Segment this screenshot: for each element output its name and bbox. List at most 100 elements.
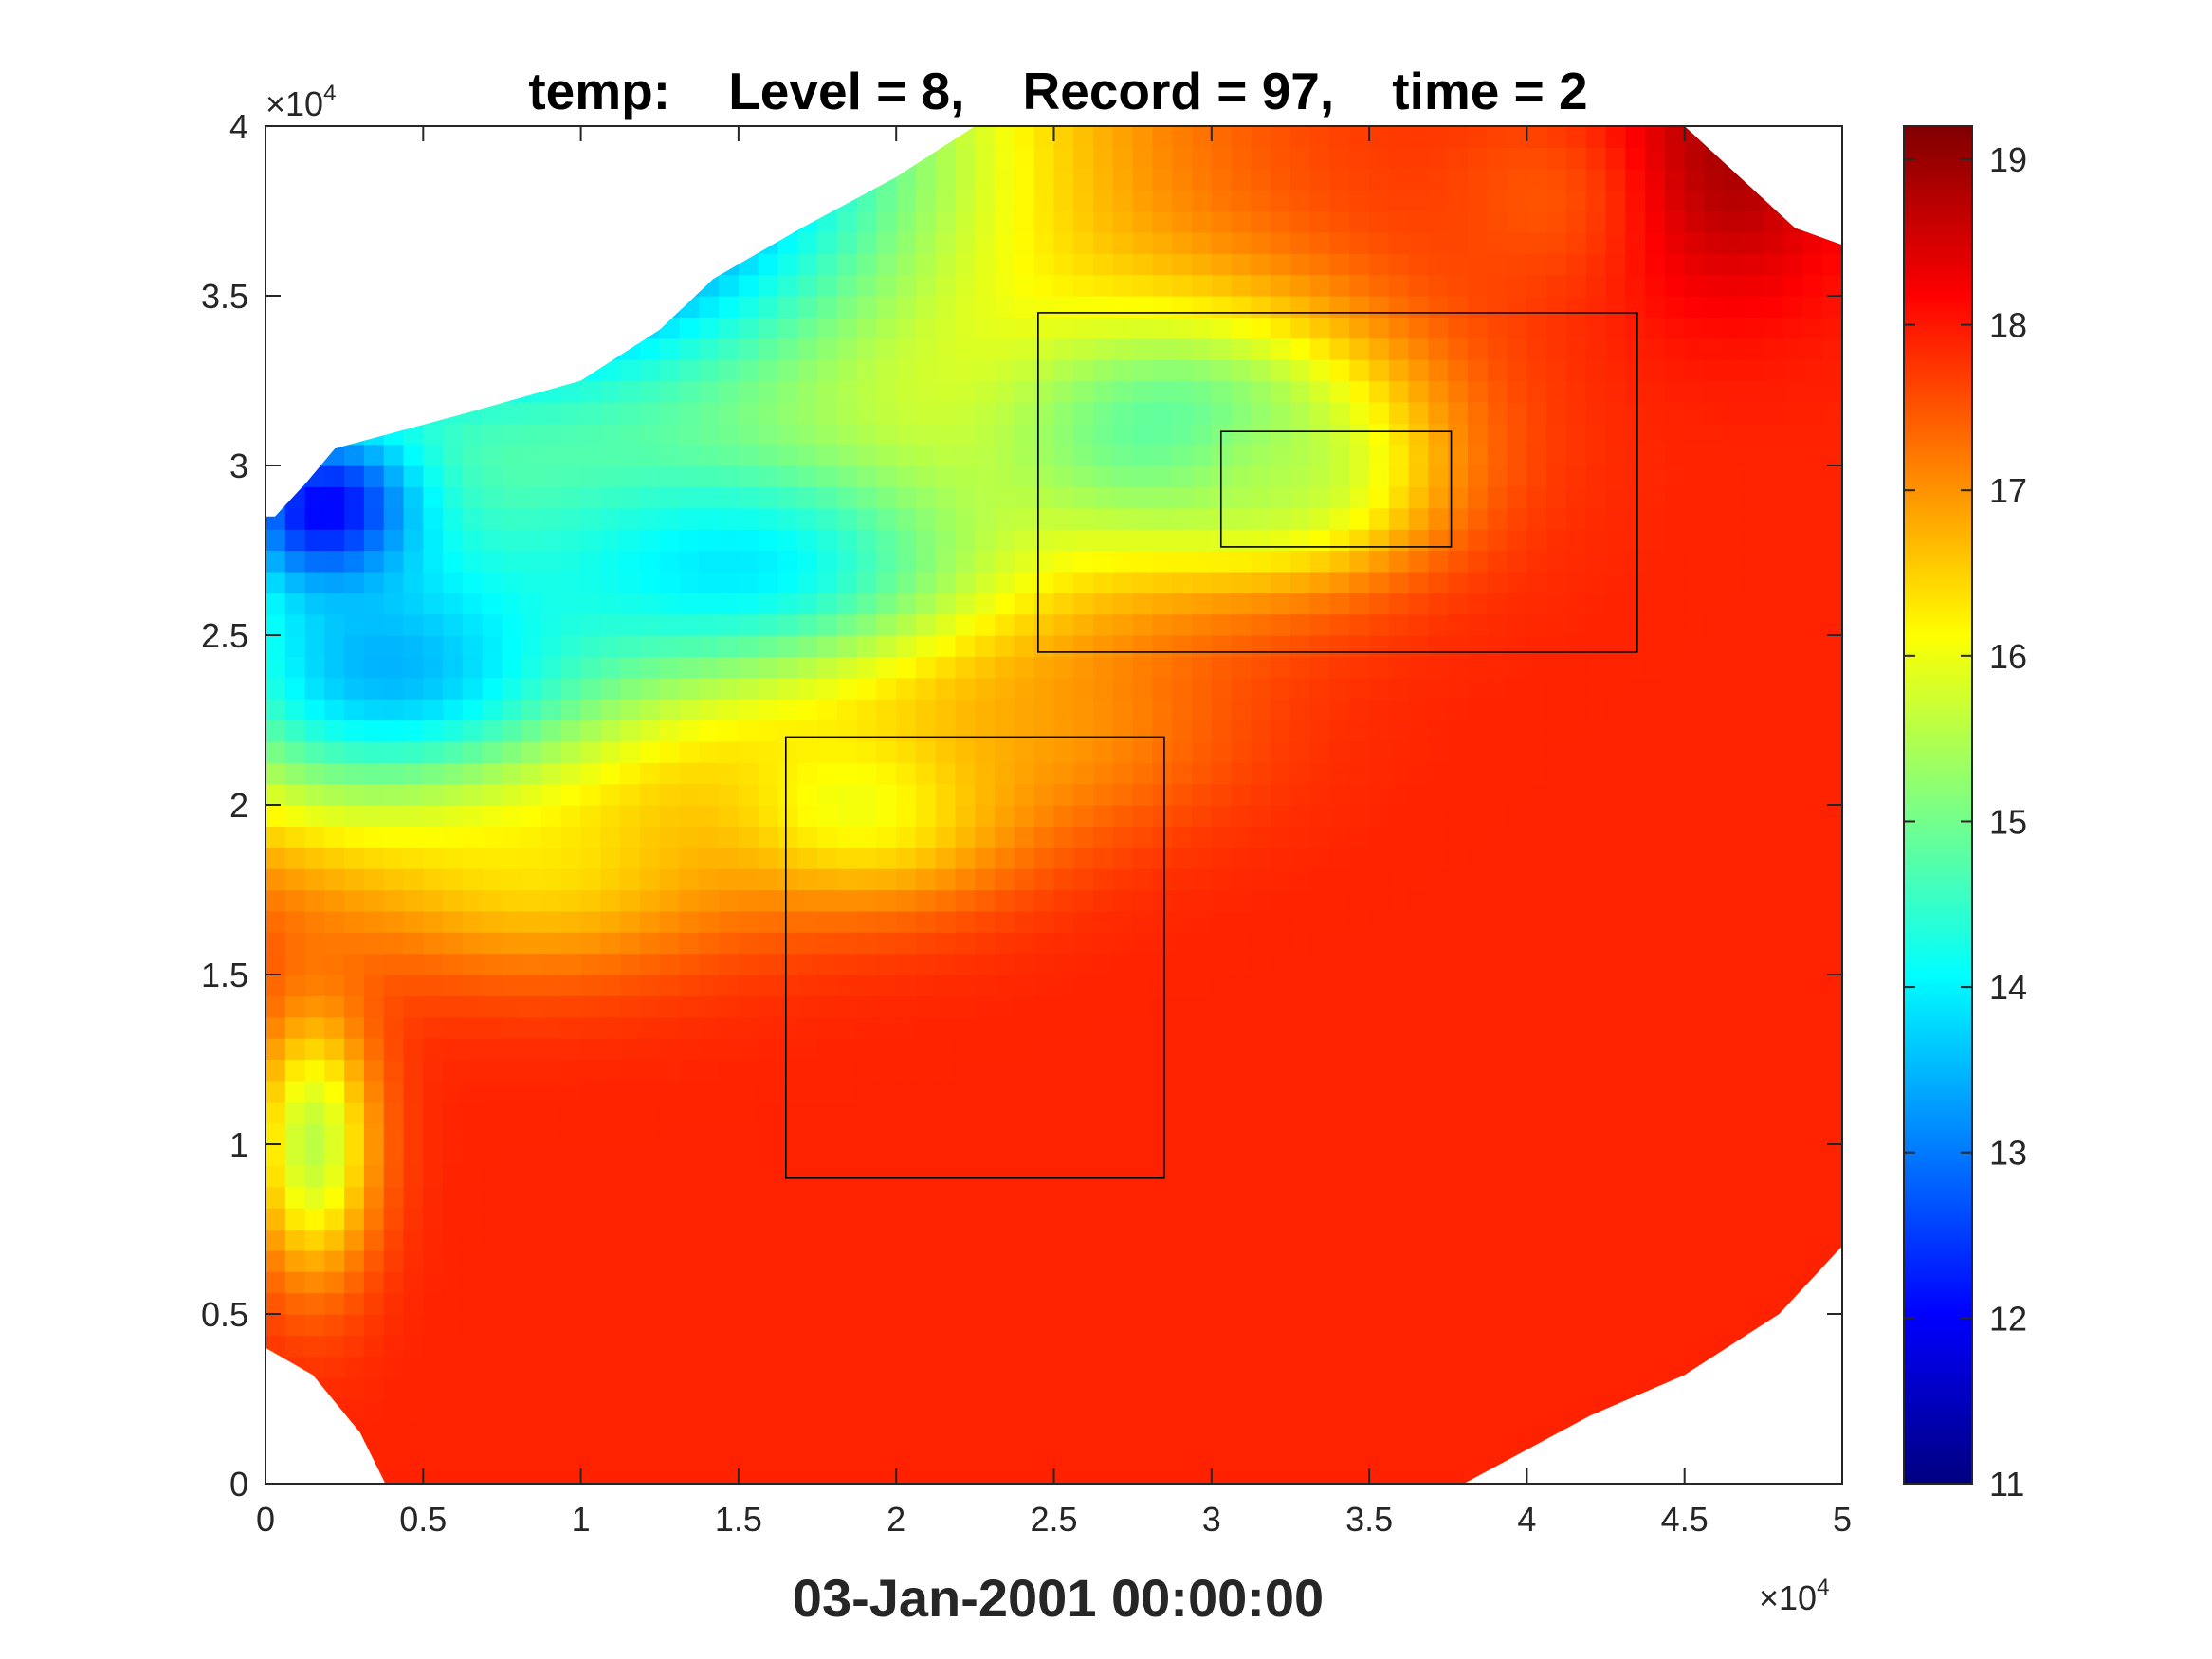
heatmap-cell (521, 1016, 542, 1039)
heatmap-cell (265, 953, 286, 975)
heatmap-cell (856, 1377, 878, 1400)
heatmap-cell (265, 805, 286, 827)
heatmap-cell (304, 507, 325, 530)
heatmap-cell (1684, 1335, 1706, 1358)
heatmap-cell (1704, 847, 1725, 869)
heatmap-cell (1565, 210, 1587, 233)
heatmap-cell (1152, 1441, 1173, 1464)
heatmap-cell (344, 932, 365, 955)
heatmap-cell (1526, 805, 1547, 827)
heatmap-cell (856, 635, 878, 657)
heatmap-cell (896, 465, 917, 487)
heatmap-cell (462, 805, 484, 827)
heatmap-cell (639, 699, 661, 721)
heatmap-cell (1172, 1271, 1193, 1294)
heatmap-cell (265, 1186, 286, 1209)
heatmap-cell (1744, 1208, 1764, 1231)
heatmap-cell (955, 444, 976, 466)
heatmap-cell (738, 507, 759, 530)
heatmap-cell (975, 253, 996, 276)
heatmap-cell (1152, 444, 1173, 466)
heatmap-cell (324, 805, 345, 827)
heatmap-cell (1053, 1229, 1074, 1251)
heatmap-cell (482, 1102, 503, 1124)
heatmap-cell (344, 1102, 365, 1124)
heatmap-cell (1565, 550, 1587, 573)
heatmap-cell (1014, 1186, 1035, 1209)
heatmap-cell (876, 1249, 897, 1272)
heatmap-cell (1093, 337, 1114, 360)
heatmap-cell (896, 444, 917, 466)
heatmap-cell (265, 995, 286, 1018)
heatmap-cell (896, 910, 917, 933)
heatmap-cell (1289, 635, 1311, 657)
heatmap-cell (1744, 444, 1764, 466)
heatmap-cell (1132, 889, 1154, 912)
heatmap-cell (1073, 190, 1094, 212)
heatmap-cell (896, 168, 917, 191)
heatmap-cell (1585, 1249, 1607, 1272)
heatmap-cell (1329, 1335, 1350, 1358)
heatmap-cell (1782, 1122, 1804, 1145)
heatmap-cell (1645, 1292, 1666, 1315)
heatmap-cell (1487, 656, 1508, 679)
heatmap-cell (699, 1102, 720, 1124)
heatmap-cell (600, 1314, 621, 1336)
heatmap-cell (1192, 190, 1213, 212)
heatmap-cell (1684, 1102, 1706, 1124)
heatmap-cell (935, 656, 957, 679)
heatmap-cell (383, 529, 405, 552)
heatmap-cell (462, 1356, 484, 1378)
heatmap-cell (935, 1038, 957, 1061)
heatmap-cell (1428, 1441, 1449, 1464)
heatmap-cell (679, 317, 700, 339)
heatmap-cell (1388, 613, 1410, 636)
heatmap-cell (1507, 231, 1527, 254)
heatmap-cell (1744, 1122, 1764, 1145)
heatmap-cell (1093, 1229, 1114, 1251)
heatmap-cell (1448, 1208, 1469, 1231)
heatmap-cell (1664, 1165, 1686, 1188)
heatmap-cell (1211, 699, 1233, 721)
heatmap-cell (836, 740, 858, 763)
heatmap-cell (1329, 635, 1350, 657)
heatmap-cell (1251, 337, 1271, 360)
heatmap-cell (1231, 656, 1252, 679)
heatmap-cell (975, 1356, 996, 1378)
heatmap-cell (659, 592, 681, 615)
heatmap-cell (1507, 805, 1527, 827)
heatmap-cell (1033, 910, 1055, 933)
heatmap-cell (482, 1059, 503, 1082)
heatmap-cell (443, 1292, 464, 1315)
heatmap-cell (896, 1314, 917, 1336)
heatmap-cell (856, 1398, 878, 1421)
heatmap-cell (659, 677, 681, 700)
heatmap-cell (1625, 486, 1646, 509)
heatmap-cell (1546, 359, 1567, 382)
heatmap-cell (758, 868, 779, 891)
heatmap-cell (1448, 1102, 1469, 1124)
heatmap-cell (1014, 635, 1035, 657)
heatmap-cell (1192, 826, 1213, 848)
heatmap-cell (1645, 1038, 1666, 1061)
heatmap-cell (1448, 847, 1469, 869)
heatmap-cell (1289, 190, 1311, 212)
heatmap-cell (935, 1122, 957, 1145)
heatmap-cell (600, 762, 621, 785)
heatmap-cell (1231, 1102, 1252, 1124)
heatmap-cell (1033, 571, 1055, 593)
heatmap-cell (363, 1271, 385, 1294)
heatmap-cell (580, 571, 601, 593)
heatmap-cell (679, 380, 700, 403)
heatmap-cell (423, 1059, 444, 1082)
heatmap-cell (304, 1144, 325, 1166)
heatmap-cell (1546, 231, 1567, 254)
heatmap-cell (1565, 317, 1587, 339)
heatmap-cell (1309, 1249, 1331, 1272)
heatmap-cell (876, 1229, 897, 1251)
heatmap-cell (915, 1292, 937, 1315)
heatmap-cell (1329, 401, 1350, 424)
heatmap-cell (1487, 231, 1508, 254)
heatmap-cell (719, 1038, 740, 1061)
heatmap-cell (995, 677, 1015, 700)
